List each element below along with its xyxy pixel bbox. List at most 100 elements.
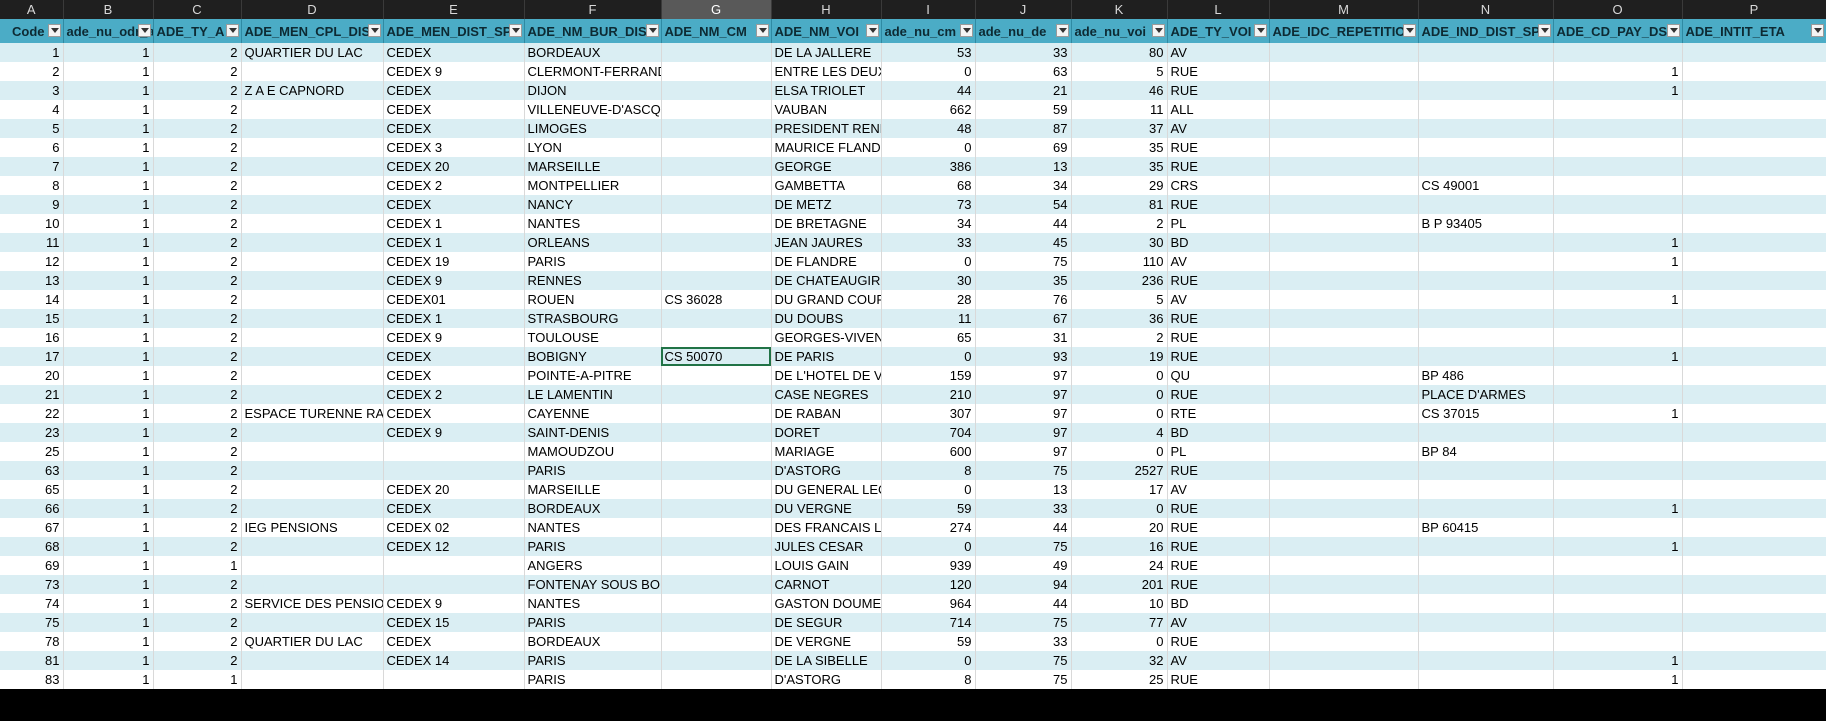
table-cell[interactable]: 12 xyxy=(0,252,64,271)
column-header[interactable]: ADE_TY_A xyxy=(153,19,242,43)
table-cell[interactable]: 0 xyxy=(1071,404,1168,423)
table-cell[interactable]: 20 xyxy=(0,366,64,385)
table-cell[interactable]: 29 xyxy=(1071,176,1168,195)
table-cell[interactable] xyxy=(241,100,384,119)
table-cell[interactable]: 1 xyxy=(63,480,154,499)
table-cell[interactable]: DE VERGNE xyxy=(771,632,882,651)
table-cell[interactable]: BORDEAUX xyxy=(524,43,662,62)
table-cell[interactable] xyxy=(1682,404,1826,423)
table-cell[interactable]: 74 xyxy=(0,594,64,613)
table-cell[interactable]: MARSEILLE xyxy=(524,480,662,499)
table-cell[interactable]: 2 xyxy=(153,290,242,309)
table-cell[interactable] xyxy=(661,385,772,404)
table-cell[interactable]: GEORGES-VIVENT xyxy=(771,328,882,347)
table-cell[interactable]: 1 xyxy=(1553,62,1683,81)
table-cell[interactable]: 17 xyxy=(0,347,64,366)
table-cell[interactable] xyxy=(1418,81,1554,100)
table-cell[interactable]: 53 xyxy=(881,43,976,62)
table-cell[interactable]: PL xyxy=(1167,442,1270,461)
table-cell[interactable]: PARIS xyxy=(524,670,662,689)
table-cell[interactable]: 1 xyxy=(63,556,154,575)
table-cell[interactable]: 97 xyxy=(975,404,1072,423)
table-cell[interactable]: 1 xyxy=(63,119,154,138)
table-cell[interactable]: 2 xyxy=(153,157,242,176)
filter-dropdown-icon[interactable] xyxy=(1810,24,1824,37)
table-cell[interactable]: 1 xyxy=(63,290,154,309)
table-cell[interactable] xyxy=(661,537,772,556)
table-cell[interactable]: 1 xyxy=(1553,252,1683,271)
table-cell[interactable]: CAYENNE xyxy=(524,404,662,423)
table-cell[interactable] xyxy=(383,575,525,594)
table-cell[interactable]: BOBIGNY xyxy=(524,347,662,366)
table-cell[interactable]: 13 xyxy=(0,271,64,290)
table-cell[interactable]: 1 xyxy=(1553,347,1683,366)
table-cell[interactable]: 8 xyxy=(881,461,976,480)
table-cell[interactable] xyxy=(1553,119,1683,138)
table-cell[interactable]: 1 xyxy=(63,347,154,366)
table-cell[interactable] xyxy=(241,233,384,252)
table-cell[interactable]: CEDEX xyxy=(383,632,525,651)
table-cell[interactable] xyxy=(1269,461,1419,480)
table-cell[interactable] xyxy=(661,252,772,271)
table-cell[interactable]: ORLEANS xyxy=(524,233,662,252)
table-cell[interactable]: 30 xyxy=(881,271,976,290)
table-cell[interactable] xyxy=(241,252,384,271)
table-cell[interactable]: 2 xyxy=(153,537,242,556)
table-cell[interactable]: 0 xyxy=(881,252,976,271)
table-cell[interactable] xyxy=(1269,518,1419,537)
table-cell[interactable] xyxy=(241,328,384,347)
table-cell[interactable]: 201 xyxy=(1071,575,1168,594)
table-cell[interactable]: 1 xyxy=(63,632,154,651)
table-cell[interactable]: 939 xyxy=(881,556,976,575)
table-cell[interactable]: 68 xyxy=(881,176,976,195)
table-cell[interactable] xyxy=(1682,594,1826,613)
table-cell[interactable]: PL xyxy=(1167,214,1270,233)
table-cell[interactable]: RUE xyxy=(1167,347,1270,366)
table-cell[interactable]: 1 xyxy=(63,518,154,537)
table-cell[interactable]: 67 xyxy=(975,309,1072,328)
table-cell[interactable] xyxy=(1269,252,1419,271)
table-cell[interactable]: CEDEX 9 xyxy=(383,271,525,290)
table-cell[interactable]: 2 xyxy=(153,480,242,499)
table-cell[interactable]: 1 xyxy=(63,385,154,404)
table-cell[interactable] xyxy=(241,556,384,575)
table-cell[interactable]: 1 xyxy=(0,43,64,62)
table-cell[interactable] xyxy=(1269,423,1419,442)
table-cell[interactable] xyxy=(1418,423,1554,442)
table-cell[interactable]: CARNOT xyxy=(771,575,882,594)
table-cell[interactable] xyxy=(383,670,525,689)
table-cell[interactable]: 1 xyxy=(63,43,154,62)
column-letter-c[interactable]: C xyxy=(153,0,242,19)
table-cell[interactable]: 1 xyxy=(63,233,154,252)
table-cell[interactable]: JEAN JAURES xyxy=(771,233,882,252)
table-cell[interactable]: AV xyxy=(1167,119,1270,138)
table-cell[interactable] xyxy=(661,632,772,651)
table-cell[interactable]: ESPACE TURENNE RADA xyxy=(241,404,384,423)
table-cell[interactable] xyxy=(1418,575,1554,594)
table-cell[interactable] xyxy=(1418,119,1554,138)
table-cell[interactable]: 1 xyxy=(153,670,242,689)
table-cell[interactable]: CEDEX 1 xyxy=(383,214,525,233)
table-cell[interactable]: 25 xyxy=(1071,670,1168,689)
table-cell[interactable]: 1 xyxy=(63,100,154,119)
table-cell[interactable]: 110 xyxy=(1071,252,1168,271)
table-cell[interactable]: 46 xyxy=(1071,81,1168,100)
table-cell[interactable]: 2 xyxy=(153,328,242,347)
table-cell[interactable]: RUE xyxy=(1167,81,1270,100)
table-cell[interactable]: 21 xyxy=(975,81,1072,100)
table-cell[interactable] xyxy=(661,499,772,518)
table-cell[interactable]: 2 xyxy=(153,651,242,670)
table-cell[interactable]: 11 xyxy=(1071,100,1168,119)
table-cell[interactable]: 386 xyxy=(881,157,976,176)
table-cell[interactable] xyxy=(661,575,772,594)
table-cell[interactable]: 1 xyxy=(63,404,154,423)
table-cell[interactable] xyxy=(1682,499,1826,518)
table-cell[interactable]: LIMOGES xyxy=(524,119,662,138)
table-cell[interactable] xyxy=(1682,651,1826,670)
table-cell[interactable]: 2 xyxy=(153,81,242,100)
table-cell[interactable]: RUE xyxy=(1167,556,1270,575)
table-cell[interactable] xyxy=(1553,328,1683,347)
table-cell[interactable] xyxy=(1269,613,1419,632)
table-cell[interactable]: DES FRANCAIS LIE xyxy=(771,518,882,537)
table-cell[interactable]: 49 xyxy=(975,556,1072,575)
